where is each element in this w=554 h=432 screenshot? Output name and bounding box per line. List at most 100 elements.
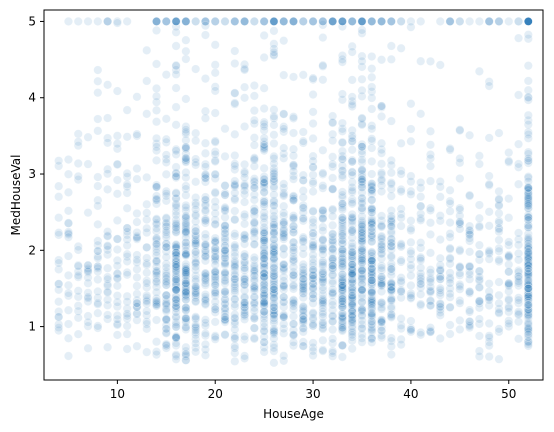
- scatter-point: [210, 220, 220, 230]
- scatter-point: [514, 90, 524, 100]
- scatter-point: [318, 75, 328, 85]
- scatter-point: [181, 250, 191, 260]
- scatter-point: [83, 278, 93, 288]
- scatter-point: [54, 285, 64, 295]
- scatter-point: [367, 16, 377, 26]
- scatter-point: [73, 159, 83, 169]
- scatter-point: [161, 246, 171, 256]
- scatter-point: [181, 216, 191, 226]
- scatter-point: [210, 68, 220, 78]
- scatter-point: [83, 208, 93, 218]
- scatter-point: [298, 16, 308, 26]
- scatter-point: [93, 261, 103, 271]
- scatter-point: [298, 170, 308, 180]
- scatter-point: [103, 314, 113, 324]
- scatter-point: [152, 219, 162, 229]
- scatter-point: [142, 260, 152, 270]
- scatter-point: [484, 279, 494, 289]
- scatter-point: [210, 266, 220, 276]
- scatter-point: [54, 264, 64, 274]
- scatter-point: [269, 26, 279, 36]
- scatter-point: [161, 280, 171, 290]
- scatter-point: [181, 287, 191, 297]
- scatter-point: [337, 282, 347, 292]
- scatter-point: [200, 271, 210, 281]
- scatter-point: [514, 276, 524, 286]
- scatter-point: [416, 330, 426, 340]
- scatter-point: [200, 159, 210, 169]
- scatter-point: [161, 290, 171, 300]
- scatter-point: [367, 93, 377, 103]
- scatter-point: [103, 295, 113, 305]
- scatter-point: [161, 70, 171, 80]
- scatter-point: [210, 272, 220, 282]
- scatter-point: [171, 257, 181, 267]
- scatter-point: [367, 337, 377, 347]
- scatter-point: [103, 245, 113, 255]
- scatter-point: [191, 324, 201, 334]
- scatter-point: [171, 16, 181, 26]
- scatter-point: [318, 282, 328, 292]
- scatter-point: [152, 97, 162, 107]
- scatter-point: [328, 159, 338, 169]
- scatter-point: [171, 312, 181, 322]
- scatter-point: [318, 235, 328, 245]
- scatter-point: [181, 305, 191, 315]
- scatter-point: [152, 105, 162, 115]
- scatter-point: [171, 239, 181, 249]
- scatter-point: [357, 227, 367, 237]
- scatter-point: [181, 154, 191, 164]
- scatter-point: [279, 109, 289, 119]
- scatter-point: [230, 269, 240, 279]
- scatter-point: [171, 69, 181, 79]
- scatter-point: [367, 124, 377, 134]
- scatter-point: [494, 227, 504, 237]
- scatter-point: [279, 281, 289, 291]
- scatter-point: [318, 206, 328, 216]
- scatter-point: [200, 245, 210, 255]
- scatter-point: [484, 352, 494, 362]
- scatter-point: [220, 258, 230, 268]
- scatter-point: [181, 155, 191, 165]
- scatter-point: [386, 179, 396, 189]
- scatter-point: [318, 260, 328, 270]
- scatter-point: [523, 300, 533, 310]
- scatter-point: [308, 283, 318, 293]
- scatter-point: [112, 255, 122, 265]
- scatter-point: [73, 141, 83, 151]
- scatter-point: [142, 319, 152, 329]
- scatter-point: [152, 191, 162, 201]
- scatter-point: [220, 220, 230, 230]
- scatter-point: [523, 319, 533, 329]
- scatter-point: [298, 236, 308, 246]
- scatter-point: [171, 16, 181, 26]
- scatter-point: [93, 88, 103, 98]
- scatter-point: [152, 278, 162, 288]
- scatter-point: [161, 298, 171, 308]
- scatter-point: [161, 315, 171, 325]
- scatter-point: [220, 314, 230, 324]
- scatter-point: [210, 254, 220, 264]
- scatter-point: [181, 314, 191, 324]
- scatter-point: [220, 204, 230, 214]
- scatter-point: [465, 190, 475, 200]
- scatter-point: [367, 134, 377, 144]
- scatter-point: [435, 211, 445, 221]
- scatter-point: [161, 290, 171, 300]
- scatter-point: [112, 160, 122, 170]
- scatter-point: [328, 351, 338, 361]
- scatter-point: [181, 316, 191, 326]
- scatter-point: [191, 293, 201, 303]
- scatter-point: [161, 269, 171, 279]
- scatter-point: [122, 203, 132, 213]
- scatter-point: [191, 285, 201, 295]
- scatter-point: [171, 248, 181, 258]
- scatter-point: [406, 316, 416, 326]
- scatter-point: [455, 174, 465, 184]
- scatter-point: [357, 182, 367, 192]
- scatter-point: [152, 233, 162, 243]
- scatter-point: [171, 341, 181, 351]
- scatter-point: [220, 306, 230, 316]
- scatter-point: [347, 330, 357, 340]
- scatter-point: [73, 329, 83, 339]
